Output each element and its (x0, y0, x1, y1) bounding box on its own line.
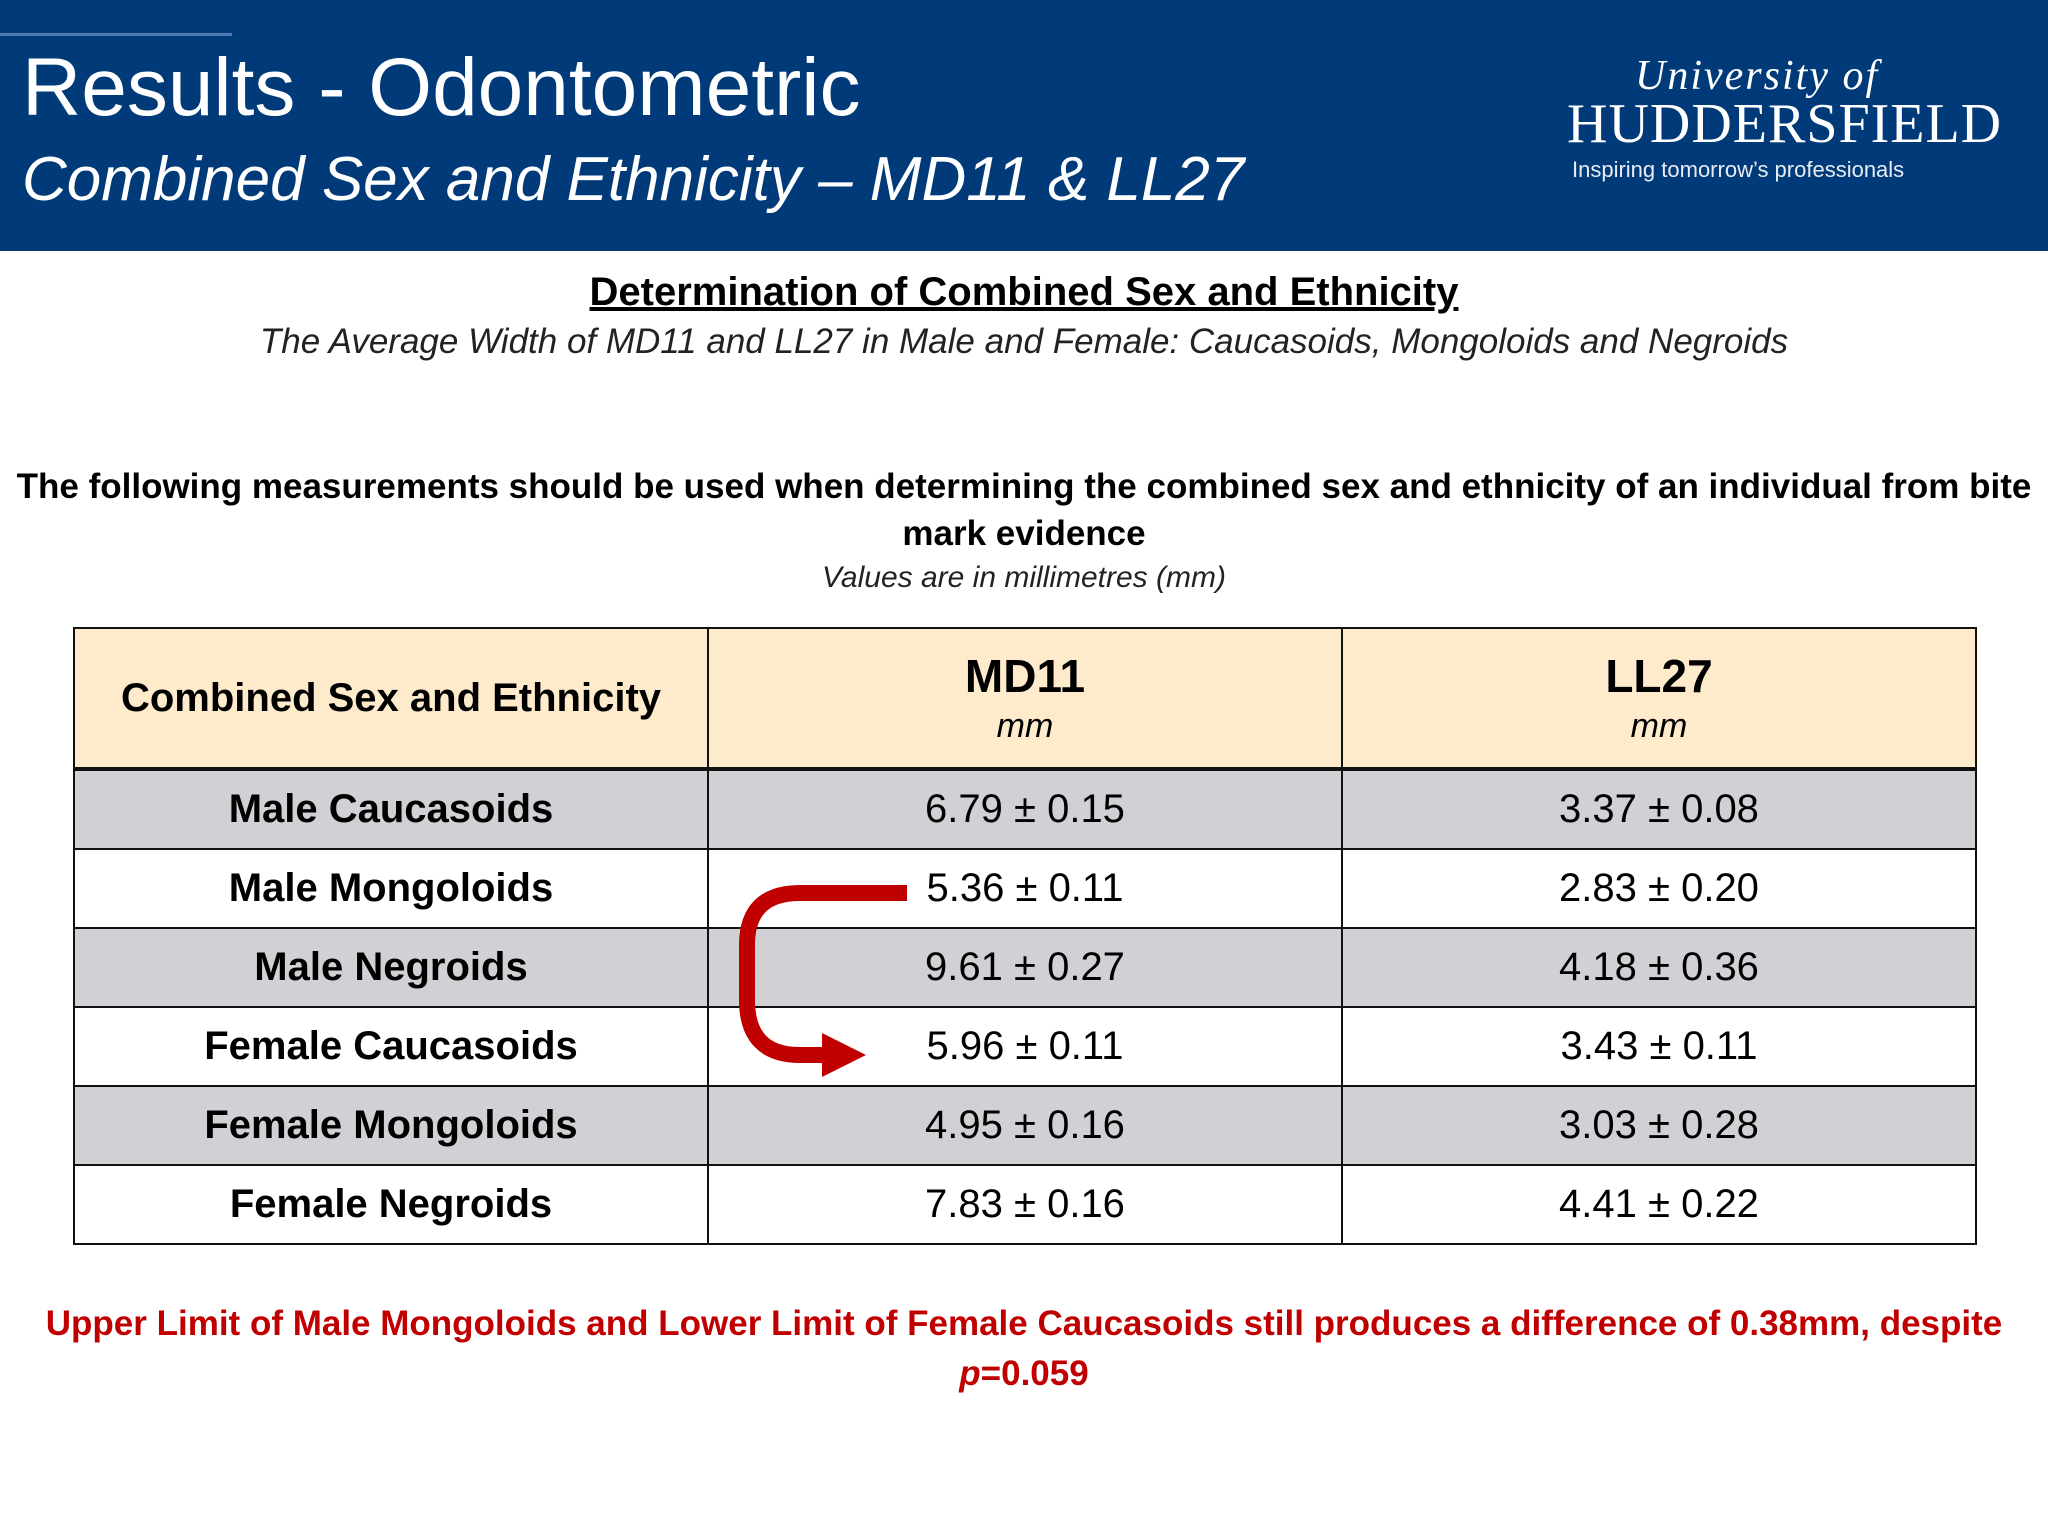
p-symbol: p (959, 1354, 981, 1393)
table-row: Female Negroids 7.83 ± 0.16 4.41 ± 0.22 (73, 1164, 1977, 1245)
group-cell: Male Mongoloids (73, 848, 709, 929)
ll27-cell: 3.43 ± 0.11 (1341, 1006, 1977, 1087)
slide-header: Results - Odontometric Combined Sex and … (0, 0, 2048, 251)
instruction-line2: mark evidence (902, 514, 1146, 553)
md11-cell: 9.61 ± 0.27 (707, 927, 1343, 1008)
ll27-cell: 4.18 ± 0.36 (1341, 927, 1977, 1008)
column-unit: mm (996, 707, 1054, 745)
ll27-cell: 3.03 ± 0.28 (1341, 1085, 1977, 1166)
group-cell: Female Caucasoids (73, 1006, 709, 1087)
group-cell: Female Negroids (73, 1164, 709, 1245)
table-row: Female Caucasoids 5.96 ± 0.11 3.43 ± 0.1… (73, 1006, 1977, 1087)
header-md11-cell: MD11 mm (707, 627, 1343, 771)
ll27-cell: 2.83 ± 0.20 (1341, 848, 1977, 929)
table-row: Female Mongoloids 4.95 ± 0.16 3.03 ± 0.2… (73, 1085, 1977, 1166)
logo-line2: HUDDERSFIELD (1567, 93, 2003, 155)
units-note: Values are in millimetres (mm) (822, 561, 1226, 594)
table-row: Male Caucasoids 6.79 ± 0.15 3.37 ± 0.08 (73, 768, 1977, 850)
md11-cell: 7.83 ± 0.16 (707, 1164, 1343, 1245)
header-ll27-cell: LL27 mm (1341, 627, 1977, 771)
ll27-cell: 4.41 ± 0.22 (1341, 1164, 1977, 1245)
table-row: Male Negroids 9.61 ± 0.27 4.18 ± 0.36 (73, 927, 1977, 1008)
logo-tagline: Inspiring tomorrow’s professionals (1572, 157, 1905, 182)
header-accent-line (0, 33, 232, 36)
group-cell: Female Mongoloids (73, 1085, 709, 1166)
university-logo: University of HUDDERSFIELD Inspiring tom… (1545, 52, 2001, 192)
conclusion-note-line1: Upper Limit of Male Mongoloids and Lower… (45, 1304, 2003, 1343)
md11-cell: 5.96 ± 0.11 (707, 1006, 1343, 1087)
column-name: LL27 (1605, 650, 1713, 702)
slide-subtitle: Combined Sex and Ethnicity – MD11 & LL27 (22, 145, 1245, 214)
group-cell: Male Caucasoids (73, 768, 709, 850)
md11-cell: 4.95 ± 0.16 (707, 1085, 1343, 1166)
ll27-cell: 3.37 ± 0.08 (1341, 768, 1977, 850)
slide-title: Results - Odontometric (22, 42, 861, 133)
table-header-row: Combined Sex and Ethnicity MD11 mm LL27 … (73, 627, 1977, 771)
header-group-cell: Combined Sex and Ethnicity (73, 627, 709, 771)
section-title: Determination of Combined Sex and Ethnic… (589, 270, 1459, 314)
md11-cell: 5.36 ± 0.11 (707, 848, 1343, 929)
section-subtitle: The Average Width of MD11 and LL27 in Ma… (259, 322, 1789, 361)
logo-line1: University of (1635, 53, 1880, 99)
table-row: Male Mongoloids 5.36 ± 0.11 2.83 ± 0.20 (73, 848, 1977, 929)
p-value: =0.059 (980, 1354, 1089, 1393)
column-name: MD11 (964, 650, 1086, 702)
md11-cell: 6.79 ± 0.15 (707, 768, 1343, 850)
measurements-table: Combined Sex and Ethnicity MD11 mm LL27 … (73, 627, 1977, 1245)
instruction-line1: The following measurements should be use… (16, 467, 2032, 506)
column-unit: mm (1630, 707, 1688, 745)
group-cell: Male Negroids (73, 927, 709, 1008)
conclusion-note-line2: p=0.059 (0, 1350, 2048, 1398)
